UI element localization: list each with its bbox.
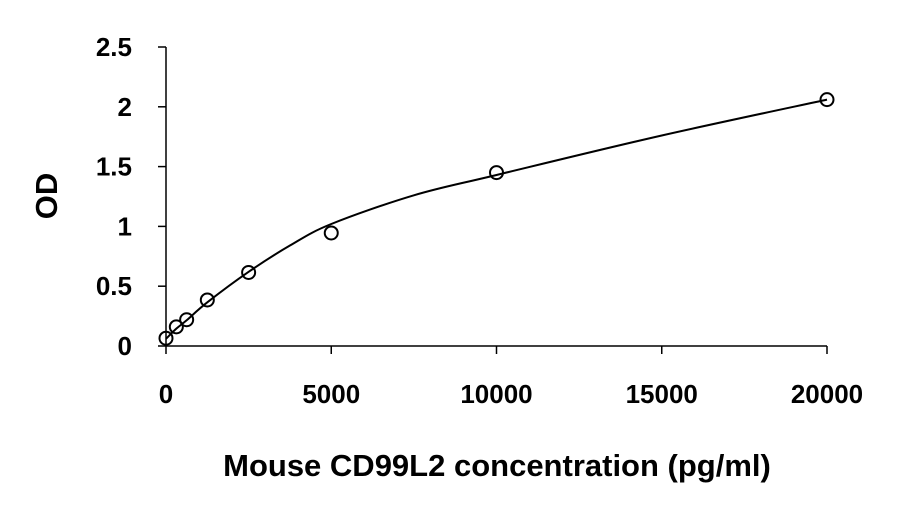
data-point [323,225,339,241]
x-tick-label: 5000 [302,379,360,409]
data-point [168,319,184,335]
data-points [158,92,835,346]
x-tick-label: 15000 [626,379,698,409]
y-tick-label: 0.5 [96,271,132,301]
y-tick-label: 1.5 [96,152,132,182]
x-tick-label: 20000 [791,379,863,409]
x-tick-label: 10000 [460,379,532,409]
y-tick-label: 2 [118,92,132,122]
x-tick-label: 0 [159,379,173,409]
y-tick-label: 0 [118,331,132,361]
x-axis-ticks: 0 5000 10000 15000 20000 [159,346,863,409]
data-point [489,165,504,181]
data-point [179,312,195,328]
data-point [819,92,835,108]
y-axis-ticks: 0 0.5 1 1.5 2 2.5 [96,32,166,361]
data-point [241,264,257,280]
trendline-group [165,98,828,340]
data-point [199,292,215,308]
axes [165,47,827,347]
y-tick-label: 2.5 [96,32,132,62]
y-axis-title: OD [29,173,64,220]
data-point [158,330,174,346]
trendline [165,98,828,340]
x-axis-title: Mouse CD99L2 concentration (pg/ml) [223,448,771,483]
y-tick-label: 1 [118,211,132,241]
